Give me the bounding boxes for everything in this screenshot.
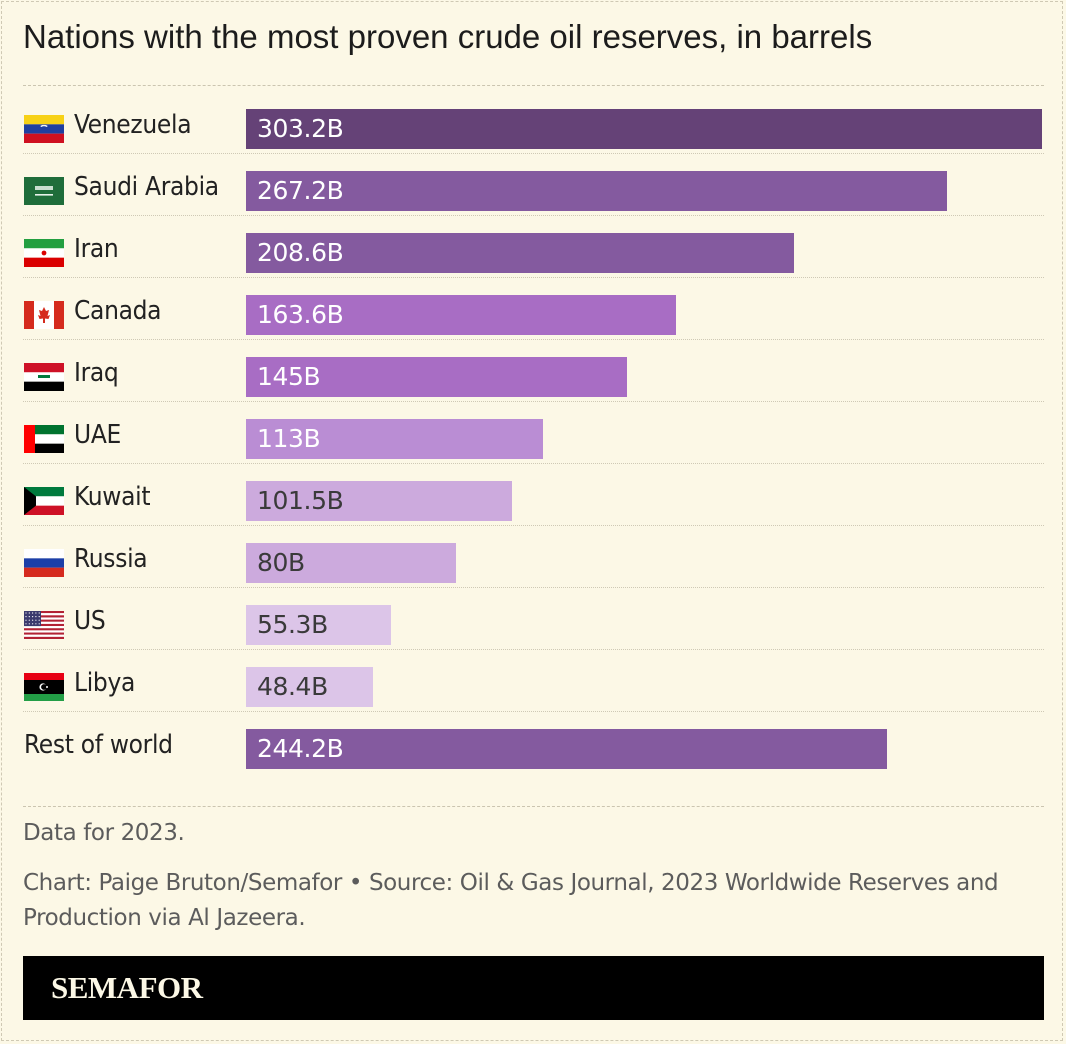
bar-row-russia: Russia 80B [0,529,1066,591]
bar-row-venezuela: Venezuela 303.2B [0,95,1066,157]
row-separator [23,587,1044,588]
row-separator [23,401,1044,402]
bar-row-libya: Libya 48.4B [0,653,1066,715]
bar-us [246,605,391,645]
russia-flag-icon [24,549,64,577]
row-separator [23,277,1044,278]
bar-row-us: US 55.3B [0,591,1066,653]
category-label: Iran [74,234,119,264]
value-label: 113B [257,424,321,453]
value-label: 145B [257,362,321,391]
bar-row-canada: Canada 163.6B [0,281,1066,343]
value-label: 55.3B [257,610,328,639]
category-label: Canada [74,296,162,326]
bar-iran [246,233,794,273]
bar-iraq [246,357,627,397]
semafor-logo: SEMAFOR [51,970,203,1005]
bar-russia [246,543,456,583]
bar-uae [246,419,543,459]
category-label: UAE [74,420,121,450]
row-separator [23,339,1044,340]
iran-flag-icon [24,239,64,267]
value-label: 208.6B [257,238,344,267]
category-label: Rest of world [24,730,173,760]
bar-row-rest-of-world: Rest of world 244.2B [0,715,1066,777]
category-label: Libya [74,668,136,698]
bar-row-uae: UAE 113B [0,405,1066,467]
value-label: 303.2B [257,114,344,143]
bar-row-saudi-arabia: Saudi Arabia 267.2B [0,157,1066,219]
category-label: US [74,606,106,636]
bar-rest-of-world [246,729,887,769]
bar-row-kuwait: Kuwait 101.5B [0,467,1066,529]
category-label: Venezuela [74,110,192,140]
value-label: 80B [257,548,305,577]
category-label: Saudi Arabia [74,172,219,202]
bar-row-iran: Iran 208.6B [0,219,1066,281]
libya-flag-icon [24,673,64,701]
value-label: 163.6B [257,300,344,329]
chart-title: Nations with the most proven crude oil r… [23,18,873,55]
value-label: 101.5B [257,486,344,515]
row-separator [23,153,1044,154]
bar-kuwait [246,481,512,521]
category-label: Kuwait [74,482,151,512]
bar-canada [246,295,676,335]
saudi-arabia-flag-icon [24,177,64,205]
kuwait-flag-icon [24,487,64,515]
value-label: 267.2B [257,176,344,205]
uae-flag-icon [24,425,64,453]
bar-libya [246,667,373,707]
footer-bar: SEMAFOR [23,956,1044,1020]
bar-saudi-arabia [246,171,947,211]
data-note: Data for 2023. [23,820,185,846]
bar-venezuela [246,109,1042,149]
value-label: 244.2B [257,734,344,763]
value-label: 48.4B [257,672,328,701]
row-separator [23,215,1044,216]
category-label: Iraq [74,358,119,388]
source-credit: Chart: Paige Bruton/Semafor • Source: Oi… [23,870,999,931]
venezuela-flag-icon [24,115,64,143]
us-flag-icon [24,611,64,639]
row-separator [23,463,1044,464]
category-label: Russia [74,544,148,574]
canada-flag-icon [24,301,64,329]
top-divider [23,85,1044,86]
row-separator [23,525,1044,526]
bottom-divider [23,806,1044,807]
bar-row-iraq: Iraq 145B [0,343,1066,405]
row-separator [23,711,1044,712]
iraq-flag-icon [24,363,64,391]
row-separator [23,649,1044,650]
